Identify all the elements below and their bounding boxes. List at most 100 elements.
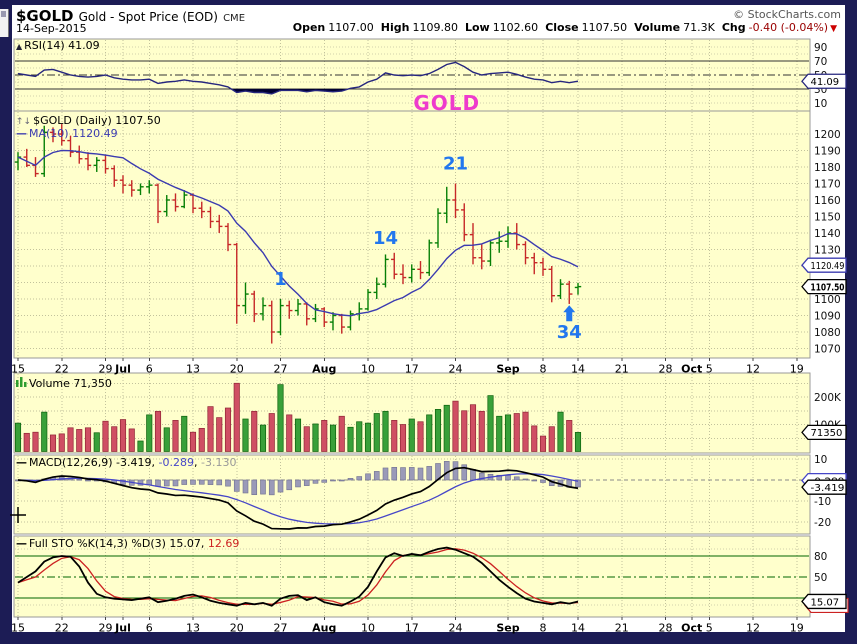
macd-histogram-bar [338,479,345,482]
y-axis-label: 1130 [814,245,841,257]
x-axis-label: Oct [681,622,702,635]
sto-k-value: 15.07, [169,537,205,550]
macd-histogram-bar [391,467,398,481]
y-axis-label: 1080 [814,327,841,339]
macd-histogram-bar [277,479,284,493]
price-tag-value: 41.09 [811,77,840,88]
macd-hist-value: -3.130 [200,456,237,469]
volume-bar [259,424,267,452]
y-axis-label: 80 [814,551,827,563]
price-tag [801,593,847,610]
y-axis-label: 70 [814,56,827,68]
x-axis-label: 8 [540,622,547,635]
volume-bar [347,426,354,452]
macd-histogram-bar [225,479,231,487]
x-axis-label: 6 [146,622,153,635]
count-annotation: 14 [373,228,398,249]
volume-bar [23,432,30,452]
x-axis-label: 13 [186,622,200,635]
y-axis-label: 1170 [814,179,841,191]
area-chart-icon: ▲ [16,42,23,51]
volume-bar [102,420,109,452]
volume-bar [461,410,468,452]
x-axis-label: Aug [312,363,336,376]
macd-signal-line [17,473,579,525]
volume-bar [312,423,319,452]
sto-k-line [17,546,579,607]
macd-histogram-bar [155,479,161,487]
x-axis-label: Sep [496,363,519,376]
x-axis-label: 15 [11,622,25,635]
volume-bar [391,420,398,452]
volume-bar [233,382,240,452]
macd-histogram-bar [260,479,266,495]
y-axis-label: 90 [814,42,827,54]
macd-histogram-bar [575,479,581,488]
x-axis-label: Aug [312,622,336,635]
scrollbar-thumb[interactable] [1,11,6,17]
volume-bar [531,425,538,452]
price-tag-value: 15.07 [811,597,840,608]
x-axis-label: 19 [790,622,804,635]
copyright: © StockCharts.com [733,8,841,21]
volume-bar [224,407,232,452]
volume-bar [557,411,564,452]
volume-bar [163,427,170,452]
quote-value: 1107.50 [581,21,628,34]
ma-line-swatch: — [16,127,27,140]
macd-histogram-bar [137,479,144,486]
chart-date: 14-Sep-2015 [16,22,87,35]
x-axis-label: 6 [146,363,153,376]
sto-name: Full STO %K(14,3) %D(3) [29,537,166,550]
quote-label: Open [292,21,326,34]
macd-histogram-bar [163,479,170,487]
y-axis-label: 10 [814,98,827,110]
price-tag-value: 1107.50 [811,282,845,293]
macd-histogram-bar [452,461,459,481]
volume-bar [146,414,153,452]
x-axis-label: 12 [746,363,760,376]
volume-bar [566,420,573,452]
y-axis-label: 1160 [814,195,841,207]
x-axis-label: 27 [274,622,288,635]
volume-bar [242,418,249,452]
volume-bar [574,432,582,452]
macd-histogram-bar [303,479,310,486]
chart-header: $GOLD Gold - Spot Price (EOD) CME [16,6,245,25]
macd-histogram-bar [356,476,363,481]
volume-bar [84,427,92,452]
macd-histogram-bar [181,479,188,485]
volume-bar [522,411,529,452]
y-axis-label: -20 [814,517,831,529]
macd-histogram-bar [207,479,214,485]
macd-histogram-bar [461,464,468,481]
y-axis-label: 1140 [814,228,841,240]
x-axis-label: 5 [706,622,713,635]
macd-signal-value: -0.289 [158,456,194,469]
volume-bar [216,417,223,452]
x-axis-label: Sep [496,622,519,635]
volume-bar [426,414,433,452]
x-axis-label: 21 [615,363,629,376]
macd-histogram-bar [268,479,275,496]
y-axis-label: 1200 [814,129,841,141]
volume-bar [364,422,372,452]
y-axis-label: 1100 [814,294,841,306]
volume-bar [41,411,48,452]
x-axis-label: 21 [615,622,629,635]
ma10-line [17,149,579,317]
x-axis-label: 27 [274,363,288,376]
macd-histogram-bar [478,472,485,481]
x-axis-label: 17 [405,622,419,635]
scrollbar-fragment[interactable] [0,9,9,37]
count-annotation: 21 [443,154,468,175]
volume-bar [504,414,512,452]
x-axis-label: 20 [230,622,244,635]
volume-bar [539,435,547,452]
volume-bar [128,428,135,452]
x-axis-label: 28 [659,622,673,635]
macd-histogram-bar [286,479,293,491]
volume-bar [452,400,459,452]
change-down-icon: ▼ [830,24,837,34]
